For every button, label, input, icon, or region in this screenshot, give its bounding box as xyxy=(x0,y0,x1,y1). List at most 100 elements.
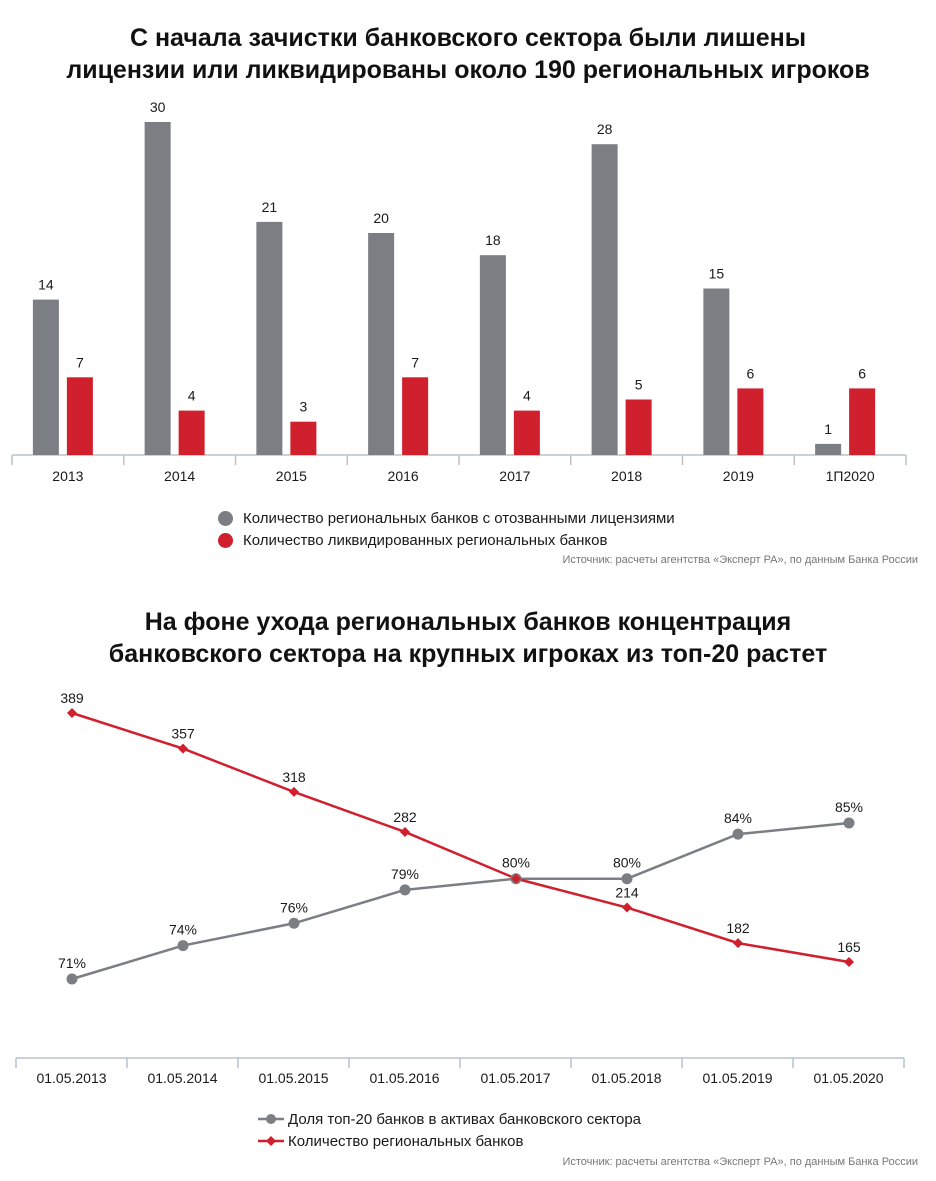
point-label-top20-share: 84% xyxy=(724,810,752,826)
bar-revoked xyxy=(479,255,506,455)
point-label-top20-share: 85% xyxy=(835,799,863,815)
line-chart-title-line-2: банковского сектора на крупных игроках и… xyxy=(108,640,828,668)
bar-data-label: 20 xyxy=(373,210,389,226)
bar-data-label: 14 xyxy=(38,277,54,293)
point-label-top20-share: 76% xyxy=(280,899,308,915)
point-regional-count xyxy=(622,902,632,913)
point-top20-share xyxy=(177,940,189,952)
bar-data-label: 21 xyxy=(262,199,278,215)
point-label-top20-share: 80% xyxy=(502,855,530,871)
x-tick-label: 01.05.2014 xyxy=(147,1070,217,1086)
legend-swatch-red xyxy=(218,532,233,548)
point-top20-share xyxy=(399,884,411,896)
point-label-regional-count: 165 xyxy=(837,939,861,955)
bar-data-label: 3 xyxy=(299,399,307,415)
line-chart-title-line-1: На фоне ухода региональных банков концен… xyxy=(144,608,792,636)
bar-liquidated xyxy=(178,410,205,455)
point-label-regional-count: 357 xyxy=(171,726,195,742)
point-label-regional-count: 282 xyxy=(393,809,417,825)
line-chart-title: На фоне ухода региональных банков концен… xyxy=(0,606,936,670)
point-label-regional-count: 318 xyxy=(282,769,306,785)
point-label-regional-count: 389 xyxy=(60,690,84,706)
x-tick-label: 01.05.2020 xyxy=(813,1070,883,1086)
point-regional-count xyxy=(733,938,743,949)
bar-liquidated xyxy=(290,421,317,455)
bar-liquidated xyxy=(849,388,876,455)
x-tick-label: 2019 xyxy=(723,468,754,484)
point-label-top20-share: 74% xyxy=(169,922,197,938)
legend-label-regional-count: Количество региональных банков xyxy=(288,1132,524,1150)
legend-label-top20: Доля топ-20 банков в активах банковского… xyxy=(288,1110,642,1128)
bar-liquidated xyxy=(402,377,429,455)
point-top20-share xyxy=(621,873,633,885)
bar-data-label: 1 xyxy=(824,421,832,437)
bar-data-label: 4 xyxy=(523,388,531,404)
bar-data-label: 18 xyxy=(485,232,501,248)
bar-data-label: 28 xyxy=(597,121,613,137)
x-tick-label: 01.05.2016 xyxy=(369,1070,439,1086)
bar-data-label: 6 xyxy=(746,365,754,381)
point-label-top20-share: 71% xyxy=(58,955,86,971)
bar-liquidated xyxy=(66,377,93,455)
bar-revoked xyxy=(591,144,618,455)
legend-swatch-gray xyxy=(218,510,233,526)
point-top20-share xyxy=(732,828,744,840)
bar-revoked xyxy=(703,288,730,455)
x-tick-label: 1П2020 xyxy=(826,468,875,484)
bar-data-label: 15 xyxy=(709,266,725,282)
bar-revoked xyxy=(368,233,395,455)
point-top20-share xyxy=(66,973,78,985)
bar-revoked xyxy=(144,122,171,455)
bar-chart-title-line-2: лицензии или ликвидированы около 190 рег… xyxy=(66,56,870,84)
bar-chart: 14 7 2013 30 4 2014 21 3 2015 20 7 2016 18 4 2017 28 5 20… xyxy=(11,99,907,484)
point-top20-share xyxy=(288,917,300,929)
bar-data-label: 7 xyxy=(411,354,419,370)
series-line-top20-share xyxy=(71,821,850,981)
x-tick-label: 2016 xyxy=(388,468,419,484)
legend-line-diamond-icon xyxy=(258,1136,284,1146)
legend-label-liquidated: Количество ликвидированных региональных … xyxy=(243,531,608,549)
x-tick-label: 01.05.2013 xyxy=(36,1070,106,1086)
legend-item-liquidated: Количество ликвидированных региональных … xyxy=(218,529,675,551)
x-tick-label: 01.05.2017 xyxy=(480,1070,550,1086)
bar-data-label: 7 xyxy=(76,354,84,370)
x-tick-label: 01.05.2015 xyxy=(258,1070,328,1086)
bar-chart-title: С начала зачистки банковского сектора бы… xyxy=(0,22,936,86)
bar-chart-title-line-1: С начала зачистки банковского сектора бы… xyxy=(129,24,807,52)
legend-item-revoked: Количество региональных банков с отозван… xyxy=(218,507,675,529)
bar-revoked xyxy=(32,299,59,455)
bar-data-label: 6 xyxy=(858,365,866,381)
point-regional-count xyxy=(67,708,77,718)
point-top20-share xyxy=(843,817,855,829)
point-label-regional-count: 182 xyxy=(726,920,750,936)
series-line-regional-count xyxy=(71,711,850,964)
bar-chart-source: Источник: расчеты агентства «Эксперт РА»… xyxy=(562,554,918,566)
bar-data-label: 30 xyxy=(150,99,166,115)
x-tick-label: 2014 xyxy=(164,468,195,484)
legend-label-revoked: Количество региональных банков с отозван… xyxy=(243,509,675,527)
bar-revoked xyxy=(256,221,283,455)
x-tick-label: 2018 xyxy=(611,468,642,484)
x-tick-label: 2015 xyxy=(276,468,307,484)
point-label-regional-count: 214 xyxy=(615,885,639,901)
point-regional-count xyxy=(289,786,299,797)
point-regional-count xyxy=(400,826,410,837)
legend-item-regional-count: Количество региональных банков xyxy=(258,1130,641,1152)
x-tick-label: 01.05.2019 xyxy=(702,1070,772,1086)
x-tick-label: 2013 xyxy=(52,468,83,484)
point-regional-count xyxy=(178,743,188,754)
point-regional-count xyxy=(511,873,521,884)
line-chart-source: Источник: расчеты агентства «Эксперт РА»… xyxy=(562,1156,918,1168)
x-tick-label: 01.05.2018 xyxy=(591,1070,661,1086)
line-chart-legend: Доля топ-20 банков в активах банковского… xyxy=(258,1108,641,1152)
legend-line-circle-icon xyxy=(258,1114,284,1124)
bar-revoked xyxy=(815,443,842,455)
bar-chart-legend: Количество региональных банков с отозван… xyxy=(218,507,675,551)
point-label-top20-share: 79% xyxy=(391,866,419,882)
point-regional-count xyxy=(844,957,854,967)
legend-item-top20: Доля топ-20 банков в активах банковского… xyxy=(258,1108,641,1130)
point-label-top20-share: 80% xyxy=(613,855,641,871)
x-tick-label: 2017 xyxy=(499,468,530,484)
bar-data-label: 4 xyxy=(188,388,196,404)
